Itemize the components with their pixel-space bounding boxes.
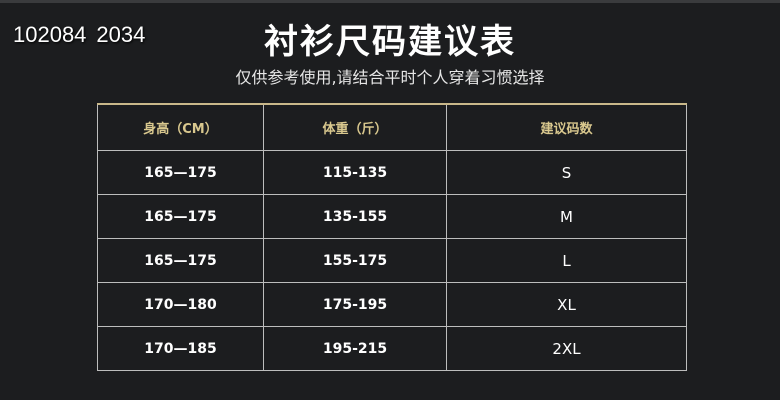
page-title: 衬衫尺码建议表 (264, 22, 516, 62)
cell-weight: 155-175 (263, 238, 447, 283)
cell-weight: 195-215 (263, 326, 447, 371)
header-size: 建议码数 (446, 103, 687, 151)
cell-size: 2XL (446, 326, 687, 371)
table-row: 165—175 155-175 L (97, 238, 687, 283)
cell-size: S (446, 150, 687, 195)
cell-weight: 115-135 (263, 150, 447, 195)
cell-height: 165—175 (97, 238, 264, 283)
table-row: 170—180 175-195 XL (97, 282, 687, 327)
cell-height: 165—175 (97, 194, 264, 239)
top-border (0, 0, 780, 3)
watermark-primary: 102084 (13, 22, 87, 47)
size-table: 身高（CM） 体重（斤） 建议码数 165—175 115-135 S 165—175… (97, 103, 687, 371)
watermark-number: 102084 2034 (13, 22, 145, 48)
cell-height: 170—185 (97, 326, 264, 371)
table-row: 170—185 195-215 2XL (97, 326, 687, 371)
page-subtitle: 仅供参考使用,请结合平时个人穿着习惯选择 (235, 68, 545, 87)
cell-size: XL (446, 282, 687, 327)
table-row: 165—175 115-135 S (97, 150, 687, 195)
table-header-row: 身高（CM） 体重（斤） 建议码数 (97, 103, 687, 151)
watermark-overlay: 2034 (96, 22, 146, 47)
cell-size: L (446, 238, 687, 283)
cell-weight: 175-195 (263, 282, 447, 327)
cell-size: M (446, 194, 687, 239)
table-row: 165—175 135-155 M (97, 194, 687, 239)
cell-height: 165—175 (97, 150, 264, 195)
header-height: 身高（CM） (97, 103, 264, 151)
cell-weight: 135-155 (263, 194, 447, 239)
cell-height: 170—180 (97, 282, 264, 327)
header-weight: 体重（斤） (263, 103, 447, 151)
